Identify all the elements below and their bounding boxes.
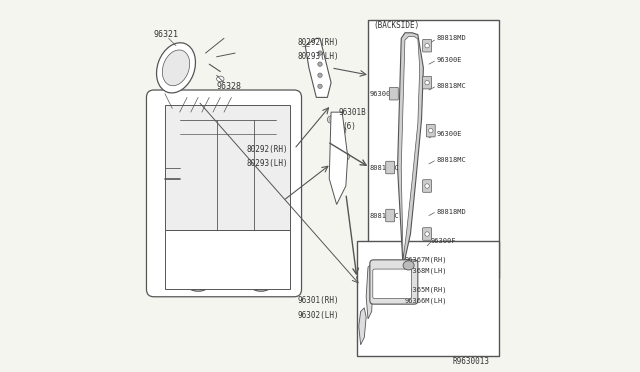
Text: 96367M(RH): 96367M(RH) [405,257,447,263]
Circle shape [333,144,337,147]
FancyBboxPatch shape [389,87,398,100]
Ellipse shape [167,186,178,201]
Circle shape [342,153,349,160]
Text: (6): (6) [342,122,356,131]
FancyBboxPatch shape [167,129,215,169]
Circle shape [336,124,341,129]
Circle shape [337,173,340,176]
Text: 80818MD: 80818MD [436,35,466,41]
Ellipse shape [216,76,224,82]
Circle shape [328,116,335,123]
Text: 96300E: 96300E [370,91,396,97]
Text: 96366M(LH): 96366M(LH) [405,297,447,304]
FancyBboxPatch shape [372,269,412,299]
FancyBboxPatch shape [422,39,431,52]
FancyBboxPatch shape [422,228,431,240]
Circle shape [344,155,348,158]
Circle shape [318,62,322,66]
FancyBboxPatch shape [370,260,418,304]
FancyBboxPatch shape [386,209,395,222]
Polygon shape [305,38,331,97]
Polygon shape [329,112,348,205]
Circle shape [337,144,340,147]
Text: 80818MC: 80818MC [370,212,399,218]
Circle shape [429,128,433,133]
Circle shape [425,44,429,48]
Ellipse shape [253,276,268,288]
Ellipse shape [191,276,205,288]
Text: 80818MC: 80818MC [436,83,466,89]
FancyBboxPatch shape [368,20,499,278]
Polygon shape [397,33,424,267]
Circle shape [340,129,344,132]
Text: 80292(RH): 80292(RH) [298,38,339,46]
FancyBboxPatch shape [426,124,435,137]
Ellipse shape [163,50,189,86]
Text: (BACKSIDE): (BACKSIDE) [374,21,420,30]
Ellipse shape [403,261,414,270]
Circle shape [329,118,333,121]
FancyBboxPatch shape [218,129,255,169]
Circle shape [337,159,340,161]
Text: 96300E: 96300E [436,57,462,64]
Polygon shape [359,308,366,345]
Circle shape [336,143,341,148]
Circle shape [318,73,322,77]
Text: 80818MD: 80818MD [436,209,466,215]
Text: 96321: 96321 [154,30,179,39]
Circle shape [318,84,322,89]
Polygon shape [165,230,291,289]
Text: 96300E: 96300E [436,131,462,137]
Ellipse shape [157,43,195,93]
Text: 96328: 96328 [216,82,242,91]
Text: 96301B: 96301B [339,108,366,117]
Polygon shape [401,36,420,260]
Polygon shape [165,105,291,230]
Circle shape [331,142,339,149]
Text: R9630013: R9630013 [453,357,490,366]
Circle shape [336,158,341,163]
Circle shape [337,125,340,128]
FancyBboxPatch shape [357,241,499,356]
Text: 80292(RH): 80292(RH) [246,145,288,154]
Text: 96302(LH): 96302(LH) [298,311,339,320]
Ellipse shape [248,273,274,291]
Text: 80818MC: 80818MC [370,164,399,170]
Circle shape [318,51,322,55]
FancyBboxPatch shape [147,90,301,297]
Circle shape [425,80,429,85]
Ellipse shape [185,273,211,291]
Text: 80293(LH): 80293(LH) [246,159,288,169]
Text: 96300F: 96300F [431,238,456,244]
Text: 96368M(LH): 96368M(LH) [405,268,447,274]
Circle shape [425,232,429,236]
Text: 96301(RH): 96301(RH) [298,296,339,305]
FancyBboxPatch shape [386,161,395,174]
Circle shape [425,184,429,188]
Circle shape [336,172,341,177]
Polygon shape [366,263,374,319]
FancyBboxPatch shape [422,180,431,192]
FancyBboxPatch shape [259,129,289,169]
Text: 96365M(RH): 96365M(RH) [405,286,447,293]
Circle shape [339,127,346,134]
Polygon shape [266,119,274,167]
Text: 80293(LH): 80293(LH) [298,52,339,61]
FancyBboxPatch shape [422,76,431,89]
Text: 80818MC: 80818MC [436,157,466,163]
